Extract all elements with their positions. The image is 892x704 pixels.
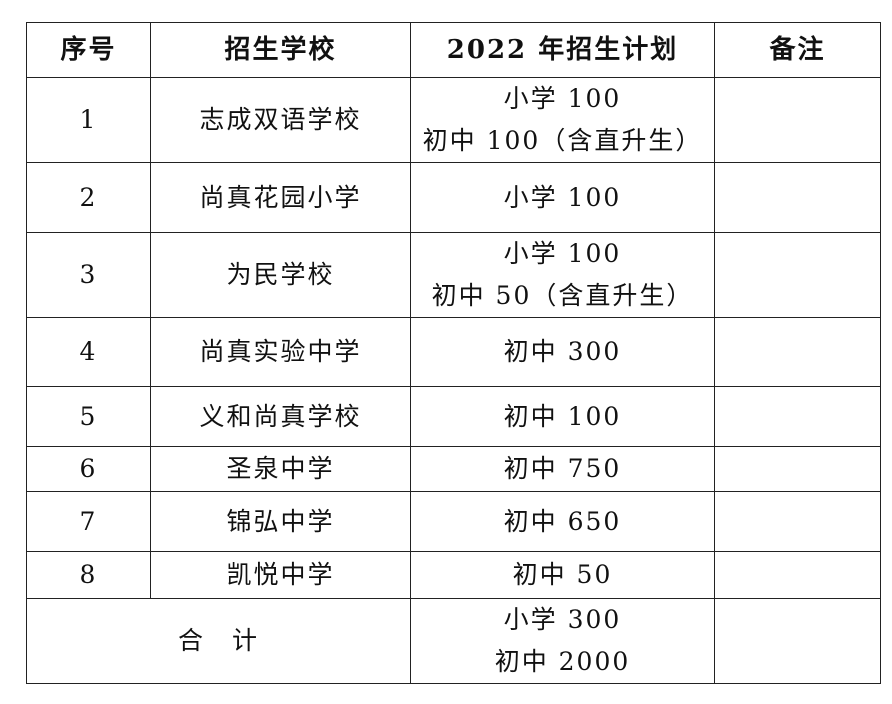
cell-note (714, 386, 881, 447)
cell-no: 2 (26, 162, 151, 233)
cell-no: 6 (26, 446, 151, 492)
cell-plan: 初中 300 (410, 317, 715, 387)
total-note (714, 598, 881, 684)
cell-plan: 小学 100 (410, 162, 715, 233)
cell-plan: 初中 50 (410, 551, 715, 599)
header-school: 招生学校 (150, 22, 411, 78)
plan-line: 初中 50 (512, 560, 613, 589)
total-label: 合 计 (26, 598, 411, 684)
table-row: 6 圣泉中学 初中 750 (26, 446, 881, 492)
cell-school: 尚真花园小学 (150, 162, 411, 233)
table-row: 8 凯悦中学 初中 50 (26, 551, 881, 599)
plan-line: 初中 2000 (494, 647, 631, 676)
cell-plan: 小学 100 初中 50（含直升生） (410, 232, 715, 318)
plan-line: 小学 100 (503, 84, 622, 113)
cell-no: 5 (26, 386, 151, 447)
table-row: 5 义和尚真学校 初中 100 (26, 386, 881, 447)
cell-plan: 小学 100 初中 100（含直升生） (410, 77, 715, 163)
cell-plan: 初中 100 (410, 386, 715, 447)
cell-note (714, 551, 881, 599)
cell-school: 尚真实验中学 (150, 317, 411, 387)
cell-note (714, 446, 881, 492)
cell-plan: 初中 650 (410, 491, 715, 552)
cell-school: 圣泉中学 (150, 446, 411, 492)
cell-school: 义和尚真学校 (150, 386, 411, 447)
cell-note (714, 232, 881, 318)
table-row: 2 尚真花园小学 小学 100 (26, 162, 881, 233)
cell-no: 1 (26, 77, 151, 163)
cell-note (714, 491, 881, 552)
plan-line: 初中 100（含直升生） (422, 126, 703, 155)
header-row: 序号 招生学校 2022 年招生计划 备注 (26, 22, 881, 78)
cell-no: 3 (26, 232, 151, 318)
cell-note (714, 77, 881, 163)
cell-school: 为民学校 (150, 232, 411, 318)
cell-note (714, 317, 881, 387)
total-row: 合 计 小学 300 初中 2000 (26, 598, 881, 684)
plan-line: 初中 650 (503, 506, 622, 536)
plan-line: 初中 300 (503, 337, 622, 366)
plan-line: 初中 750 (503, 454, 622, 483)
table-row: 4 尚真实验中学 初中 300 (26, 317, 881, 387)
table-row: 1 志成双语学校 小学 100 初中 100（含直升生） (26, 77, 881, 163)
cell-school: 凯悦中学 (150, 551, 411, 599)
table-row: 3 为民学校 小学 100 初中 50（含直升生） (26, 232, 881, 318)
cell-note (714, 162, 881, 233)
cell-no: 8 (26, 551, 151, 599)
cell-no: 7 (26, 491, 151, 552)
cell-school: 锦弘中学 (150, 491, 411, 552)
cell-no: 4 (26, 317, 151, 387)
header-no: 序号 (26, 22, 151, 78)
plan-line: 初中 50（含直升生） (431, 281, 694, 310)
enrollment-plan-table: 序号 招生学校 2022 年招生计划 备注 1 志成双语学校 小学 100 初中 … (26, 22, 881, 684)
header-plan: 2022 年招生计划 (410, 22, 715, 78)
cell-school: 志成双语学校 (150, 77, 411, 163)
cell-plan: 初中 750 (410, 446, 715, 492)
plan-line: 小学 100 (503, 239, 622, 268)
total-plan: 小学 300 初中 2000 (410, 598, 715, 684)
plan-line: 初中 100 (503, 401, 622, 431)
plan-line: 小学 300 (503, 605, 622, 634)
table-row: 7 锦弘中学 初中 650 (26, 491, 881, 552)
header-note: 备注 (714, 22, 881, 78)
plan-line: 小学 100 (503, 182, 622, 212)
